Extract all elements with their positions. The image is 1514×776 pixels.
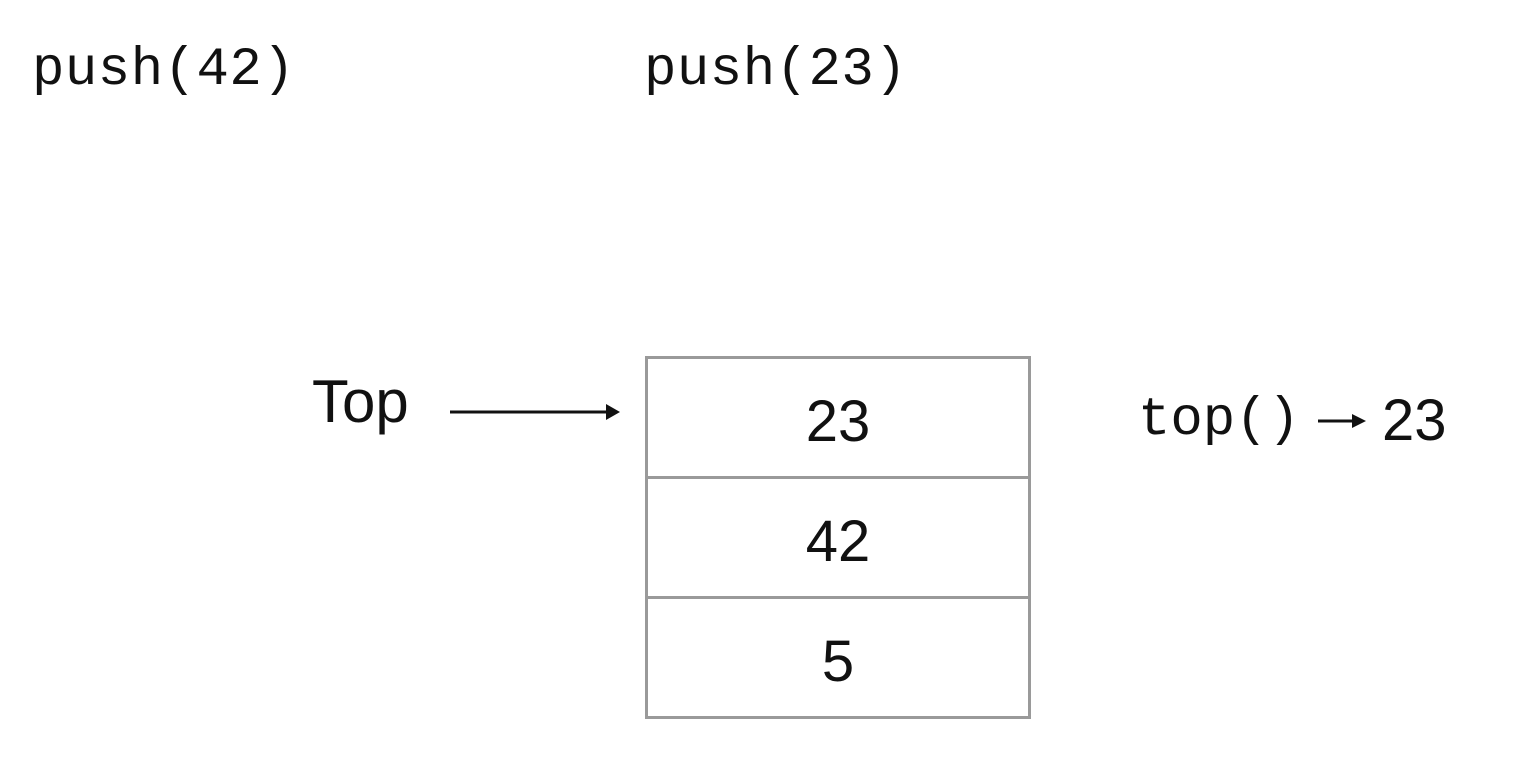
- top-result-value: 23: [1382, 388, 1447, 453]
- stack-item-bottom: 5: [821, 628, 855, 694]
- top-pointer-label: Top: [312, 368, 409, 435]
- stack-item-middle: 42: [648, 479, 1028, 599]
- operation-push-23: push(23): [644, 40, 908, 101]
- top-call: top(): [1138, 390, 1301, 451]
- operation-push-42: push(42): [32, 40, 296, 101]
- stack-container: 23 42 5: [645, 356, 1031, 719]
- result-arrow-icon: [1318, 414, 1367, 428]
- top-result: top() 23: [1138, 392, 1447, 450]
- top-pointer-arrow-icon: [450, 404, 620, 420]
- stack-item-top: 23: [648, 359, 1028, 479]
